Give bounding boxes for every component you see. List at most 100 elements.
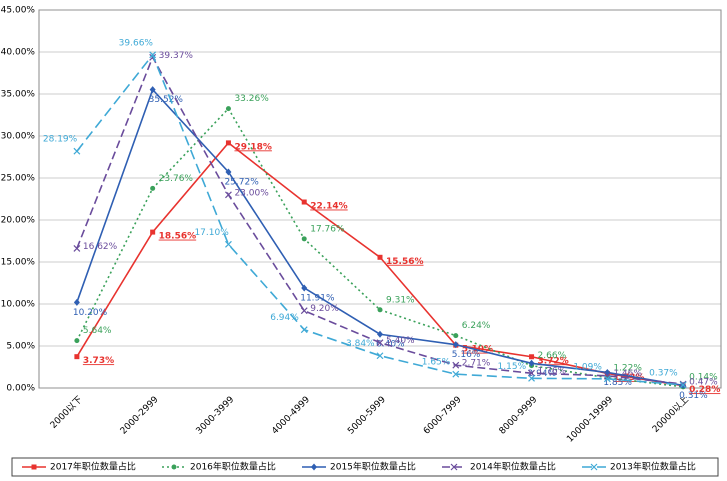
data-label: 22.14% [310, 202, 348, 212]
marker [528, 369, 535, 377]
legend-label: 2014年职位数量占比 [470, 461, 556, 473]
data-label: 23.76% [159, 174, 194, 184]
marker [453, 333, 459, 339]
data-label: 39.37% [159, 51, 194, 61]
data-label: 6.24% [462, 321, 491, 331]
y-tick-label: 15.00% [1, 258, 36, 268]
legend-label: 2013年职位数量占比 [610, 461, 696, 473]
data-label: 1.46% [613, 369, 642, 379]
data-label: 39.66% [119, 38, 154, 48]
data-label: 17.76% [310, 224, 345, 234]
marker [150, 229, 156, 235]
data-label: 2.71% [462, 359, 491, 369]
y-tick-label: 45.00% [1, 6, 36, 16]
data-label: 2.66% [538, 351, 567, 361]
marker [376, 339, 384, 347]
x-tick-label: 10000-19999 [565, 395, 615, 445]
data-label: 25.72% [224, 177, 259, 187]
data-label: 9.31% [386, 295, 415, 305]
marker [301, 199, 307, 205]
data-label: 35.52% [149, 95, 184, 105]
x-tick-label: 8000-9999 [498, 395, 540, 437]
marker [300, 326, 308, 334]
data-label: 5.40% [386, 336, 415, 346]
marker [73, 147, 81, 155]
marker [149, 51, 157, 59]
y-tick-label: 10.00% [1, 300, 36, 310]
data-label: 1.09% [573, 362, 602, 372]
data-label: 3.73% [83, 356, 114, 366]
data-label: 3.72% [538, 356, 569, 366]
data-label: 16.62% [83, 242, 118, 252]
marker [225, 240, 232, 248]
series-line [76, 107, 684, 388]
marker [377, 307, 383, 313]
data-label: 23.00% [234, 188, 269, 198]
data-label: 9.20% [310, 304, 339, 314]
y-tick-label: 40.00% [1, 48, 36, 58]
marker [603, 372, 611, 380]
marker [590, 463, 598, 471]
marker [73, 244, 81, 252]
data-label: 1.22% [613, 363, 642, 373]
data-label: 17.10% [194, 228, 229, 238]
marker [171, 464, 177, 470]
y-tick-label: 0.00% [6, 384, 35, 394]
data-label: 6.40% [376, 340, 405, 350]
marker [225, 140, 231, 146]
data-label: 18.56% [159, 232, 197, 242]
data-label: 11.91% [300, 293, 335, 303]
data-label: 0.47% [689, 378, 718, 388]
marker [300, 307, 308, 315]
data-label: 0.37% [649, 368, 678, 378]
data-label: 1.73% [613, 373, 644, 383]
legend-box [11, 457, 719, 477]
marker [31, 464, 37, 470]
legend-label: 2015年职位数量占比 [330, 461, 416, 473]
y-tick-label: 5.00% [6, 342, 35, 352]
marker [679, 381, 687, 389]
data-label: 1.15% [498, 362, 527, 372]
data-label: 3.84% [346, 339, 375, 349]
marker [74, 354, 80, 360]
y-tick-label: 30.00% [1, 132, 36, 142]
marker [450, 463, 458, 471]
data-label: 29.18% [234, 142, 272, 152]
data-label: 1.76% [538, 367, 567, 377]
data-label: 1.85% [603, 378, 632, 388]
marker [603, 375, 611, 383]
marker [150, 185, 156, 191]
data-label: 15.56% [386, 257, 424, 267]
data-label: 33.26% [234, 94, 269, 104]
marker [225, 106, 231, 112]
marker [529, 354, 535, 360]
data-label: 5.64% [83, 326, 112, 336]
data-label: 28.19% [43, 135, 78, 145]
marker [376, 352, 384, 360]
marker [149, 86, 156, 94]
marker [301, 236, 307, 242]
legend-label: 2017年职位数量占比 [50, 461, 136, 473]
marker [73, 298, 80, 306]
marker [452, 361, 460, 369]
data-label: 10.20% [73, 308, 108, 318]
x-tick-label: 6000-7999 [422, 395, 464, 437]
series-line [76, 53, 684, 386]
data-label: 6.94% [270, 313, 299, 323]
marker [452, 370, 460, 378]
y-tick-label: 20.00% [1, 216, 36, 226]
marker [452, 341, 459, 349]
data-label: 1.65% [422, 358, 451, 368]
x-tick-label: 2000-2999 [119, 395, 161, 437]
marker [528, 374, 535, 382]
marker [225, 191, 232, 199]
x-tick-label: 5000-5999 [346, 395, 388, 437]
x-tick-label: 3000-3999 [195, 395, 237, 437]
marker [528, 359, 535, 367]
marker [301, 284, 308, 292]
data-label: 0.28% [689, 385, 720, 395]
data-label: 0.14% [689, 372, 718, 382]
marker [377, 330, 383, 338]
marker [74, 338, 80, 344]
